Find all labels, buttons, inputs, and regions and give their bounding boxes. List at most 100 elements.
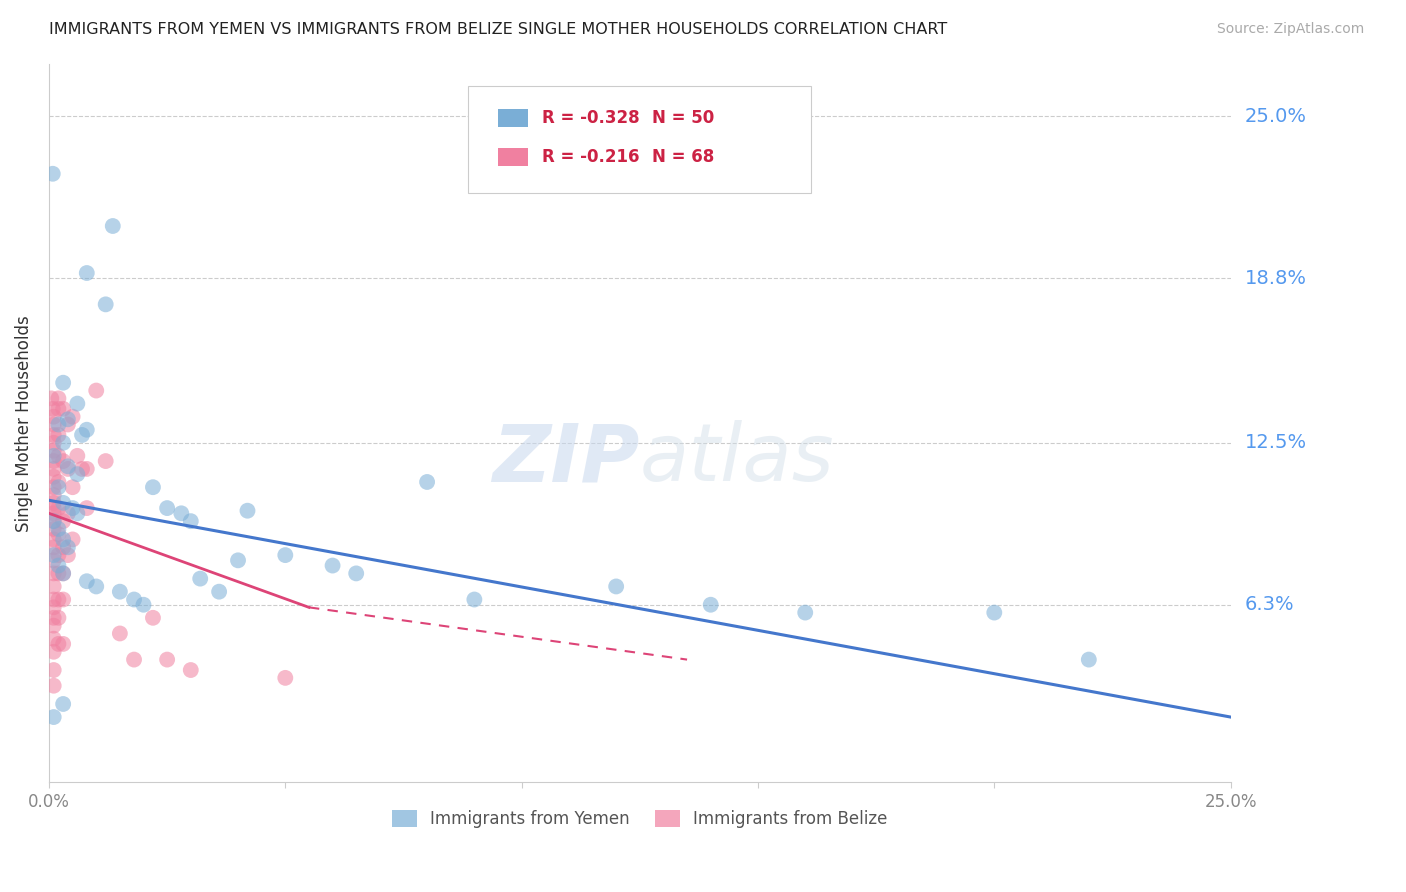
Point bbox=[94, 297, 117, 311]
Text: R = -0.328: R = -0.328 bbox=[541, 109, 640, 127]
Text: ZIP: ZIP bbox=[492, 420, 640, 498]
Point bbox=[52, 566, 75, 581]
Point bbox=[42, 566, 65, 581]
Point bbox=[156, 501, 179, 516]
Point bbox=[42, 435, 65, 450]
Text: 25.0%: 25.0% bbox=[1244, 107, 1306, 126]
Legend: Immigrants from Yemen, Immigrants from Belize: Immigrants from Yemen, Immigrants from B… bbox=[385, 804, 894, 835]
Point bbox=[42, 443, 65, 458]
Point bbox=[42, 533, 65, 547]
Point bbox=[42, 514, 65, 528]
Point bbox=[416, 475, 439, 489]
Point bbox=[52, 496, 75, 510]
Text: 18.8%: 18.8% bbox=[1244, 268, 1306, 288]
Point bbox=[463, 592, 485, 607]
Point bbox=[76, 423, 98, 437]
Point bbox=[42, 501, 65, 516]
Point bbox=[605, 579, 627, 593]
Point bbox=[142, 480, 165, 494]
Point bbox=[41, 392, 63, 406]
Point bbox=[56, 462, 79, 476]
Point bbox=[52, 401, 75, 416]
Point bbox=[122, 652, 145, 666]
Point bbox=[42, 167, 65, 181]
Point bbox=[42, 409, 65, 424]
Point bbox=[42, 454, 65, 468]
Text: N = 50: N = 50 bbox=[651, 109, 714, 127]
FancyBboxPatch shape bbox=[468, 86, 811, 194]
Point bbox=[132, 598, 155, 612]
Point bbox=[62, 480, 84, 494]
Point bbox=[52, 697, 75, 711]
Point bbox=[52, 435, 75, 450]
Point bbox=[42, 522, 65, 536]
Point bbox=[983, 606, 1005, 620]
Point bbox=[48, 417, 70, 432]
Point bbox=[48, 475, 70, 489]
FancyBboxPatch shape bbox=[498, 148, 527, 167]
Point bbox=[48, 401, 70, 416]
Point bbox=[48, 637, 70, 651]
Point bbox=[274, 671, 297, 685]
Point bbox=[52, 376, 75, 390]
Point bbox=[70, 428, 93, 442]
Point bbox=[76, 462, 98, 476]
Point bbox=[42, 496, 65, 510]
Point bbox=[76, 266, 98, 280]
Point bbox=[42, 480, 65, 494]
Point bbox=[108, 584, 131, 599]
Point bbox=[122, 592, 145, 607]
Point bbox=[48, 480, 70, 494]
Point bbox=[274, 548, 297, 562]
Point bbox=[52, 454, 75, 468]
Text: 6.3%: 6.3% bbox=[1244, 595, 1294, 615]
Point bbox=[52, 592, 75, 607]
Point bbox=[76, 501, 98, 516]
Point bbox=[56, 548, 79, 562]
Point bbox=[66, 449, 89, 463]
Point bbox=[42, 488, 65, 502]
Point bbox=[322, 558, 344, 573]
Point bbox=[101, 219, 124, 233]
Point bbox=[42, 579, 65, 593]
Point bbox=[42, 600, 65, 615]
Point bbox=[56, 459, 79, 474]
Point bbox=[42, 449, 65, 463]
Point bbox=[66, 467, 89, 482]
Point bbox=[70, 462, 93, 476]
Point bbox=[42, 553, 65, 567]
Point bbox=[42, 417, 65, 432]
Point bbox=[84, 579, 107, 593]
Point bbox=[56, 506, 79, 520]
Point bbox=[208, 584, 231, 599]
Point bbox=[56, 541, 79, 555]
Point bbox=[48, 566, 70, 581]
Point bbox=[48, 592, 70, 607]
Point bbox=[52, 566, 75, 581]
Point bbox=[42, 663, 65, 677]
Point bbox=[62, 501, 84, 516]
Point bbox=[52, 541, 75, 555]
Point bbox=[108, 626, 131, 640]
Point bbox=[42, 462, 65, 476]
Point bbox=[66, 506, 89, 520]
Point bbox=[42, 541, 65, 555]
Point bbox=[94, 454, 117, 468]
Point bbox=[42, 548, 65, 562]
Point bbox=[76, 574, 98, 589]
Point bbox=[42, 611, 65, 625]
Point bbox=[42, 679, 65, 693]
Text: atlas: atlas bbox=[640, 420, 835, 498]
Point bbox=[699, 598, 721, 612]
FancyBboxPatch shape bbox=[498, 109, 527, 127]
Text: 12.5%: 12.5% bbox=[1244, 434, 1306, 452]
Point bbox=[344, 566, 367, 581]
Point bbox=[42, 401, 65, 416]
Text: N = 68: N = 68 bbox=[651, 148, 714, 167]
Point bbox=[52, 533, 75, 547]
Point bbox=[48, 548, 70, 562]
Point bbox=[42, 710, 65, 724]
Point bbox=[56, 412, 79, 426]
Point bbox=[62, 533, 84, 547]
Point bbox=[794, 606, 817, 620]
